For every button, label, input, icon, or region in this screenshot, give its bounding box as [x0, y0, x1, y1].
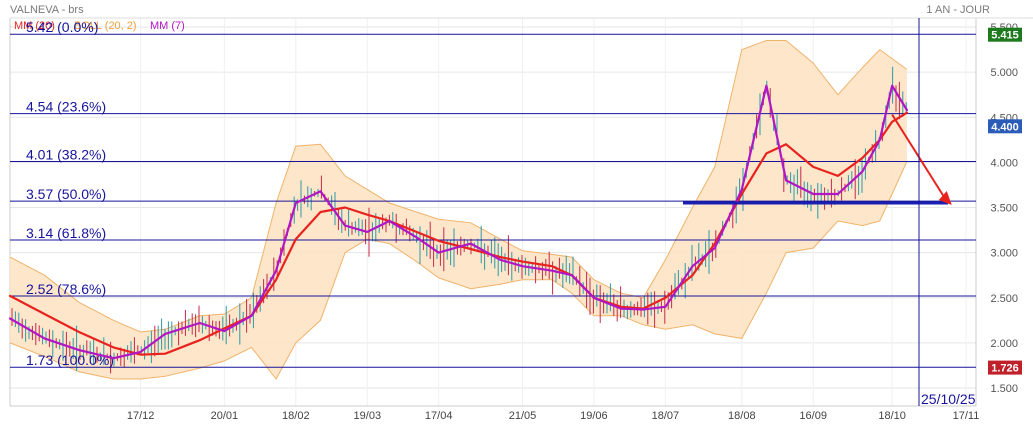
price-badge-low: 1.726	[988, 360, 1022, 375]
series-line-ma20	[8, 111, 909, 356]
x-tick-label: 18/10	[878, 410, 906, 422]
x-tick-label: 16/09	[799, 410, 827, 422]
price-badge-current-bg	[988, 119, 1022, 134]
x-tick-label: 18/08	[728, 410, 756, 422]
series-line-ma7	[8, 84, 909, 360]
price-axis: 1.5002.0002.5003.0003.5004.0004.5005.000…	[990, 22, 1018, 395]
x-tick-label: 17/04	[425, 410, 453, 422]
price-badge-high-text: 5.415	[991, 30, 1019, 42]
fib-level-label: 3.57 (50.0%)	[26, 186, 106, 202]
y-tick-label: 4.000	[990, 157, 1018, 169]
moving-averages	[8, 84, 909, 360]
price-badge-low-text: 1.726	[991, 363, 1019, 375]
fib-level-label: 4.54 (23.6%)	[26, 99, 106, 115]
symbol-title: VALNEVA - brs	[10, 4, 84, 16]
x-tick-label: 19/03	[354, 410, 382, 422]
x-tick-label: 17/12	[127, 410, 155, 422]
bollinger-upper-line	[9, 40, 908, 333]
y-tick-label: 5.000	[990, 67, 1018, 79]
price-badge-low-bg	[988, 360, 1022, 375]
fib-level-label: 5.42 (0.0%)	[26, 19, 98, 35]
x-tick-label: 18/02	[282, 410, 310, 422]
bollinger-fill	[10, 40, 907, 379]
price-badge-high: 5.415	[988, 27, 1022, 42]
price-badge-high-bg	[988, 27, 1022, 42]
x-tick-label: 17/11	[953, 410, 980, 422]
fib-level-label: 3.14 (61.8%)	[26, 225, 106, 241]
legend-ma7: MM (7)	[150, 20, 185, 32]
y-tick-label: 3.500	[990, 203, 1018, 215]
fib-level-label: 4.01 (38.2%)	[26, 147, 106, 163]
y-tick-label: 2.500	[990, 293, 1018, 305]
y-tick-label: 2.000	[990, 338, 1018, 350]
date-axis: 17/12 20/01 18/02 19/03 17/04 21/05 19/06 18/07…	[127, 410, 980, 422]
legend-ma20: MM (20)	[14, 20, 55, 32]
fibonacci-levels: 5.42 (0.0%) 4.54 (23.6%) 4.01 (38.2%) 3.57 …	[10, 19, 976, 368]
price-badge-current: 4.400	[988, 119, 1022, 134]
x-tick-label: 20/01	[211, 410, 239, 422]
date-marker-label: 25/10/25	[921, 391, 976, 407]
y-tick-label: 3.000	[990, 248, 1018, 260]
bollinger-lower-line	[9, 161, 908, 380]
period-label: 1 AN - JOUR	[926, 4, 990, 16]
price-badges: 5.415 4.400 1.726	[988, 27, 1022, 375]
fib-level-label: 1.73 (100.0%)	[26, 352, 114, 368]
annotations	[683, 18, 952, 406]
price-badge-current-text: 4.400	[991, 121, 1019, 133]
x-tick-label: 21/05	[509, 410, 537, 422]
x-tick-label: 18/07	[652, 410, 680, 422]
forecast-arrowhead	[938, 190, 952, 205]
y-tick-label: 1.500	[990, 383, 1018, 395]
fib-level-label: 2.52 (78.6%)	[26, 281, 106, 297]
x-tick-label: 19/06	[580, 410, 608, 422]
legend-bollinger: BOLL (20, 2)	[74, 20, 137, 32]
bollinger-bands	[9, 40, 908, 380]
forecast-arrow-line	[891, 114, 946, 199]
